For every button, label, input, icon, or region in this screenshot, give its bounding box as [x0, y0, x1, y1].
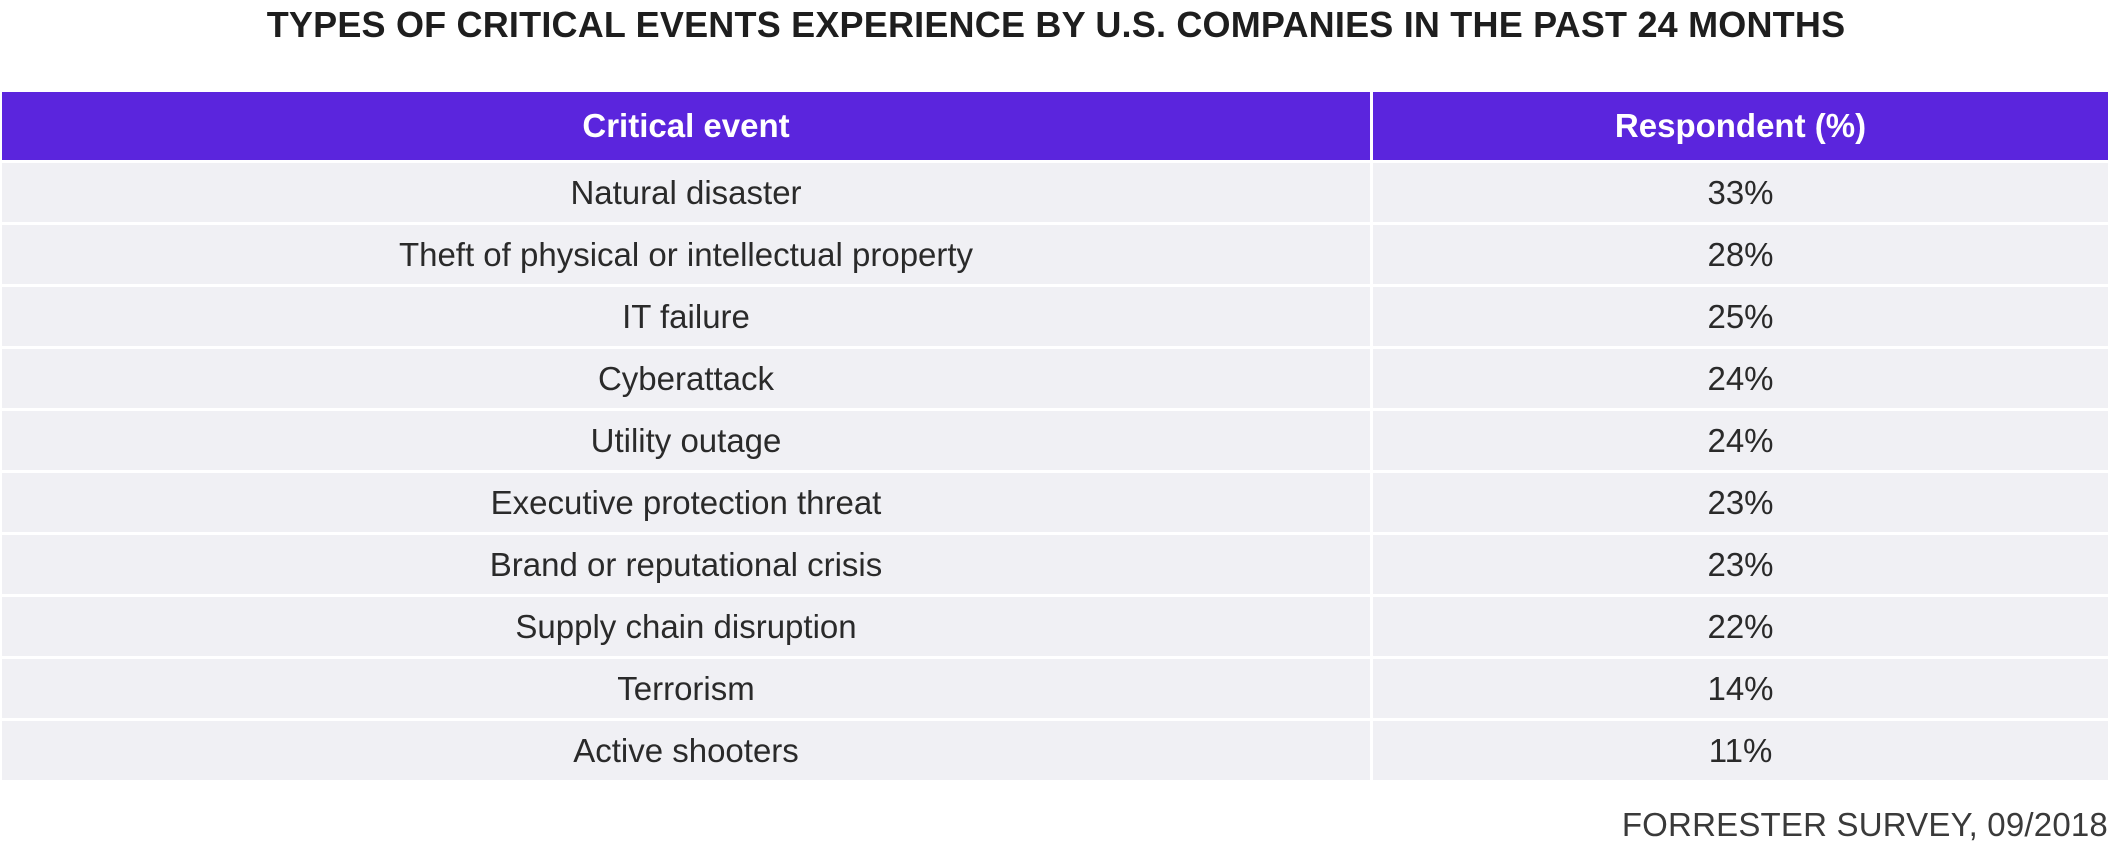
source-note: FORRESTER SURVEY, 09/2018	[1621, 806, 2108, 843]
table-row: Active shooters 11%	[2, 718, 2108, 780]
cell-respondent-pct: 23%	[1370, 535, 2108, 594]
table-body: Natural disaster 33% Theft of physical or …	[2, 160, 2108, 780]
table-row: Brand or reputational crisis 23%	[2, 532, 2108, 594]
table-row: Theft of physical or intellectual proper…	[2, 222, 2108, 284]
table-row: Cyberattack 24%	[2, 346, 2108, 408]
chart-title: TYPES OF CRITICAL EVENTS EXPERIENCE BY U…	[266, 4, 1846, 45]
table-row: Terrorism 14%	[2, 656, 2108, 718]
cell-respondent-pct: 23%	[1370, 473, 2108, 532]
cell-critical-event: Natural disaster	[570, 173, 802, 211]
cell-critical-event: IT failure	[622, 297, 750, 335]
cell-respondent-pct: 22%	[1370, 597, 2108, 656]
cell-critical-event: Executive protection threat	[490, 483, 882, 521]
table-row: Executive protection threat 23%	[2, 470, 2108, 532]
cell-respondent-pct: 25%	[1370, 287, 2108, 346]
cell-critical-event: Utility outage	[590, 421, 782, 459]
cell-respondent-pct: 33%	[1370, 163, 2108, 222]
table-row: Utility outage 24%	[2, 408, 2108, 470]
cell-respondent-pct: 11%	[1370, 721, 2108, 780]
critical-events-table: Critical event Respondent (%) Natural di…	[2, 92, 2108, 780]
cell-critical-event: Brand or reputational crisis	[489, 545, 883, 583]
table-header-row: Critical event Respondent (%)	[2, 92, 2108, 160]
table-row: IT failure 25%	[2, 284, 2108, 346]
table-row: Supply chain disruption 22%	[2, 594, 2108, 656]
cell-respondent-pct: 24%	[1370, 411, 2108, 470]
cell-critical-event: Cyberattack	[597, 359, 775, 397]
cell-critical-event: Active shooters	[573, 731, 799, 769]
cell-critical-event: Theft of physical or intellectual proper…	[398, 235, 974, 273]
cell-respondent-pct: 28%	[1370, 225, 2108, 284]
cell-respondent-pct: 14%	[1370, 659, 2108, 718]
cell-critical-event: Supply chain disruption	[515, 607, 857, 645]
cell-critical-event: Terrorism	[617, 669, 755, 707]
column-header-critical-event: Critical event	[582, 107, 790, 144]
column-header-respondent: Respondent (%)	[1370, 92, 2108, 160]
cell-respondent-pct: 24%	[1370, 349, 2108, 408]
table-row: Natural disaster 33%	[2, 160, 2108, 222]
